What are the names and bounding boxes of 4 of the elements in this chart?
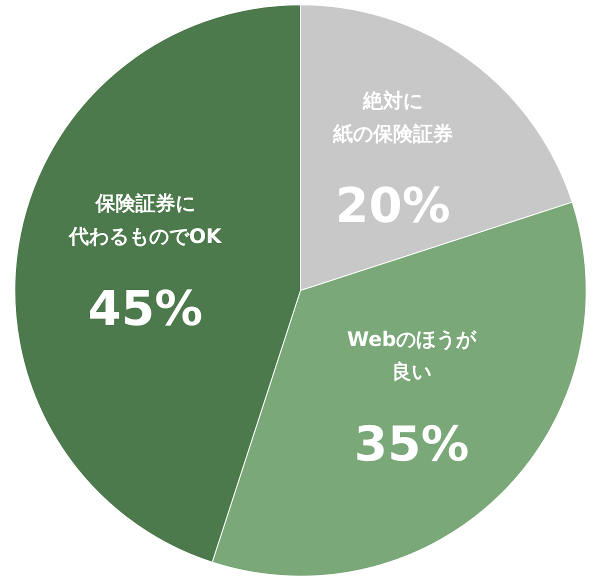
data-label: 35%: [354, 416, 470, 472]
slice-label: 保険証券に代わるものでOK: [68, 191, 224, 248]
data-label: 45%: [88, 280, 203, 337]
slice-label: Webのほうが良い: [347, 326, 478, 384]
